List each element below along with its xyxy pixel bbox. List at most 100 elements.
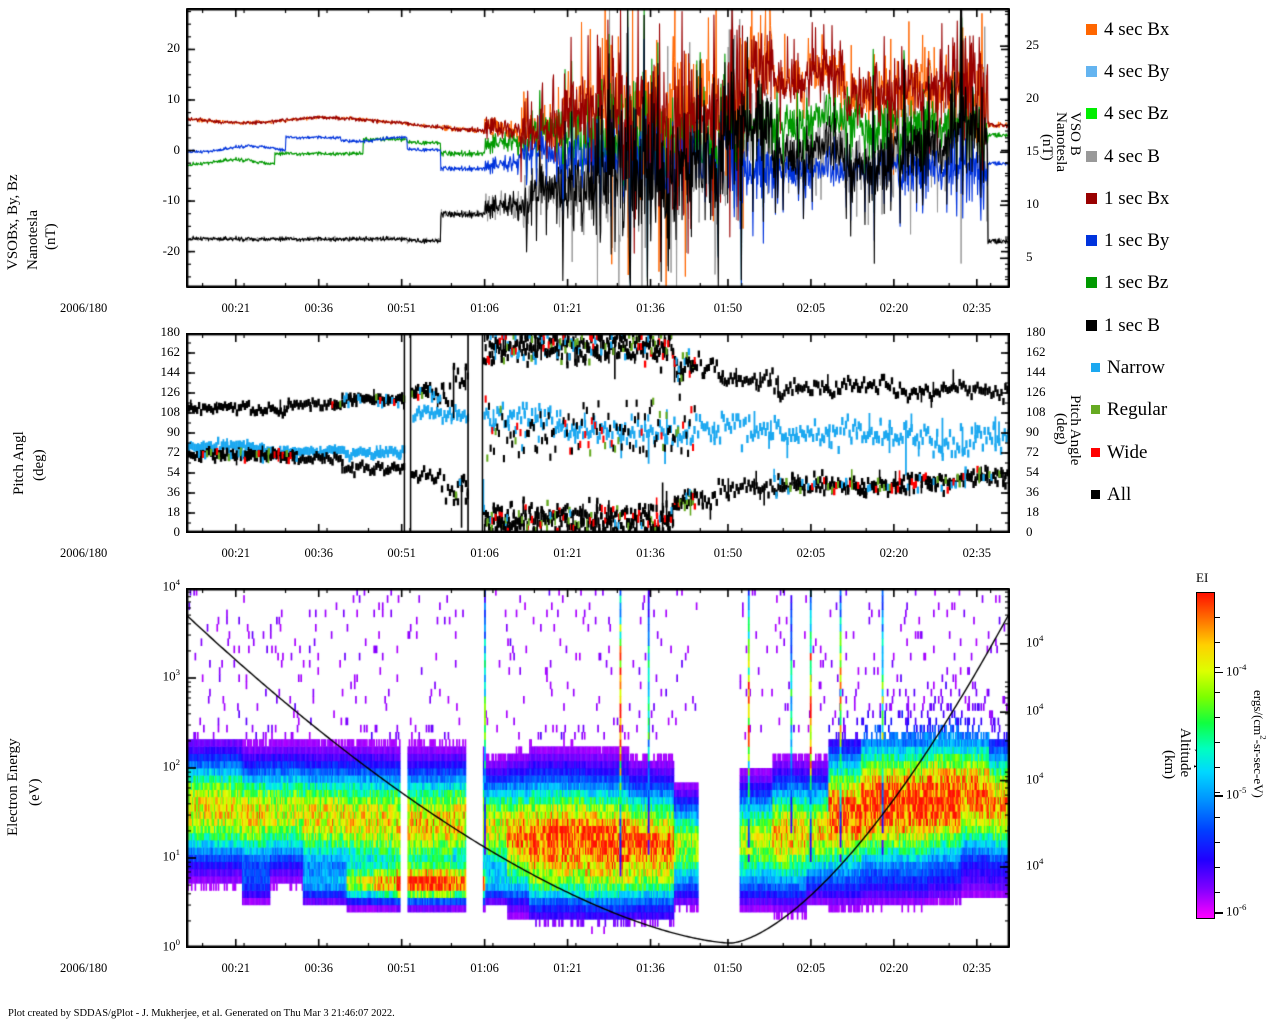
colorbar-title: EI	[1196, 570, 1209, 585]
y-tick-label-right: 108	[1026, 404, 1046, 419]
axis-title: Altitude	[1177, 728, 1193, 778]
legend-item-wide[interactable]: Wide	[1086, 431, 1276, 473]
x-tick-label: 02:05	[796, 546, 826, 560]
legend-swatch-icon	[1091, 405, 1100, 415]
pitch-angle-panel	[186, 333, 1010, 533]
date-label: 2006/180	[60, 546, 108, 560]
legend-label: Wide	[1107, 441, 1148, 463]
legend-label: 1 sec B	[1104, 314, 1160, 336]
colorbar-tick	[1214, 792, 1220, 793]
axis-title: Nanotesla	[1053, 112, 1069, 172]
legend-item-4-sec-by[interactable]: 4 sec By	[1086, 50, 1276, 92]
legend-item-4-sec-b[interactable]: 4 sec B	[1086, 135, 1276, 177]
colorbar-gradient	[1196, 592, 1215, 919]
legend-label: All	[1107, 483, 1132, 505]
x-tick-label: 02:20	[879, 546, 909, 560]
colorbar-major-tick	[1214, 671, 1223, 674]
colorbar-tick	[1214, 742, 1220, 743]
axis-title: Electron Energy	[5, 738, 21, 836]
x-tick-label: 02:35	[962, 546, 992, 560]
colorbar-tick-label: 10-5	[1226, 785, 1247, 802]
y-tick-label: 20	[167, 40, 180, 56]
legend-swatch-icon	[1086, 192, 1097, 204]
y-tick-label-right: 104	[1026, 632, 1044, 650]
axis-title: Pitch Angle	[1067, 395, 1083, 466]
y-tick-label: -10	[162, 192, 180, 208]
legend-swatch-icon	[1086, 108, 1097, 120]
axis-title: (deg)	[31, 449, 47, 481]
legend-swatch-icon	[1091, 447, 1100, 457]
axis-title: (eV)	[27, 778, 43, 806]
x-tick-label: 00:36	[304, 546, 333, 560]
x-tick-label: 01:06	[470, 546, 499, 560]
y-tick-label: 100	[162, 937, 180, 954]
y-tick-label-right: 18	[1026, 504, 1039, 519]
legend-label: Narrow	[1107, 357, 1166, 379]
y-tick-label-right: 5	[1026, 249, 1033, 265]
x-tick-label: 01:36	[636, 546, 665, 560]
colorbar-major-tick	[1214, 912, 1223, 914]
legend-label: Regular	[1107, 399, 1168, 421]
x-tick-label: 01:50	[713, 961, 743, 975]
legend-item-1-sec-b[interactable]: 1 sec B	[1086, 304, 1276, 346]
legend-swatch-icon	[1086, 23, 1097, 35]
legend: 4 sec Bx 4 sec By 4 sec Bz 4 sec B 1 sec Bx 1…	[1086, 8, 1276, 516]
legend-label: 1 sec Bz	[1104, 272, 1169, 294]
y-tick-label-right: 104	[1026, 769, 1044, 786]
x-tick-label: 02:05	[796, 961, 826, 975]
x-tick-label: 01:36	[636, 961, 665, 975]
x-tick-label: 00:36	[304, 301, 333, 315]
y-tick-label-right: 10	[1026, 196, 1039, 212]
legend-item-1-sec-bz[interactable]: 1 sec Bz	[1086, 262, 1276, 304]
axis-title: (nT)	[1039, 134, 1055, 161]
colorbar-tick	[1214, 842, 1220, 843]
y-tick-label-right: 15	[1026, 143, 1039, 159]
colorbar-tick	[1214, 642, 1220, 643]
legend-label: 4 sec Bx	[1104, 18, 1170, 40]
x-tick-label: 02:35	[962, 301, 992, 315]
legend-item-1-sec-by[interactable]: 1 sec By	[1086, 219, 1276, 261]
x-tick-label: 01:21	[553, 301, 582, 315]
legend-item-narrow[interactable]: Narrow	[1086, 346, 1276, 388]
x-tick-label: 00:21	[221, 961, 250, 975]
legend-item-all[interactable]: All	[1086, 473, 1276, 515]
y-tick-label: 18	[167, 504, 180, 519]
footer-credit: Plot created by SDDAS/gPlot - J. Mukherj…	[8, 1008, 395, 1019]
y-tick-label: 36	[167, 484, 180, 499]
y-tick-label-right: 25	[1026, 37, 1039, 53]
y-tick-label: 72	[167, 444, 180, 459]
colorbar	[1196, 592, 1215, 919]
legend-item-1-sec-bx[interactable]: 1 sec Bx	[1086, 177, 1276, 219]
axis-title: Pitch Angl	[11, 431, 27, 495]
y-tick-label-right: 72	[1026, 444, 1039, 459]
x-tick-label: 00:21	[221, 301, 250, 315]
y-tick-label: 126	[160, 384, 181, 399]
legend-item-regular[interactable]: Regular	[1086, 389, 1276, 431]
y-tick-label-right: 90	[1026, 424, 1039, 439]
y-tick-label-right: 162	[1026, 344, 1046, 359]
x-tick-label: 01:06	[470, 961, 499, 975]
colorbar-tick	[1214, 692, 1220, 693]
colorbar-major-tick	[1214, 795, 1223, 797]
colorbar-tick	[1214, 717, 1220, 718]
axis-title: VSOBx, By, Bz	[5, 174, 21, 270]
legend-swatch-icon	[1091, 489, 1100, 499]
x-tick-label: 02:20	[879, 961, 909, 975]
axis-title: (nT)	[43, 223, 59, 250]
y-tick-label: -20	[162, 242, 180, 258]
x-tick-label: 01:21	[553, 546, 582, 560]
x-tick-label: 02:20	[879, 301, 909, 315]
legend-item-4-sec-bz[interactable]: 4 sec Bz	[1086, 93, 1276, 135]
legend-label: 4 sec Bz	[1104, 103, 1169, 125]
colorbar-tick	[1214, 892, 1220, 893]
legend-swatch-icon	[1086, 65, 1097, 77]
legend-item-4-sec-bx[interactable]: 4 sec Bx	[1086, 8, 1276, 50]
legend-swatch-icon	[1086, 277, 1097, 289]
y-tick-label-right: 54	[1026, 464, 1039, 479]
colorbar-tick	[1214, 767, 1220, 768]
axis-title: (deg)	[1053, 413, 1069, 445]
legend-label: 4 sec B	[1104, 145, 1160, 167]
axis-title: Nanotesla	[25, 210, 41, 270]
x-tick-label: 01:36	[636, 301, 665, 315]
date-label: 2006/180	[60, 301, 108, 315]
